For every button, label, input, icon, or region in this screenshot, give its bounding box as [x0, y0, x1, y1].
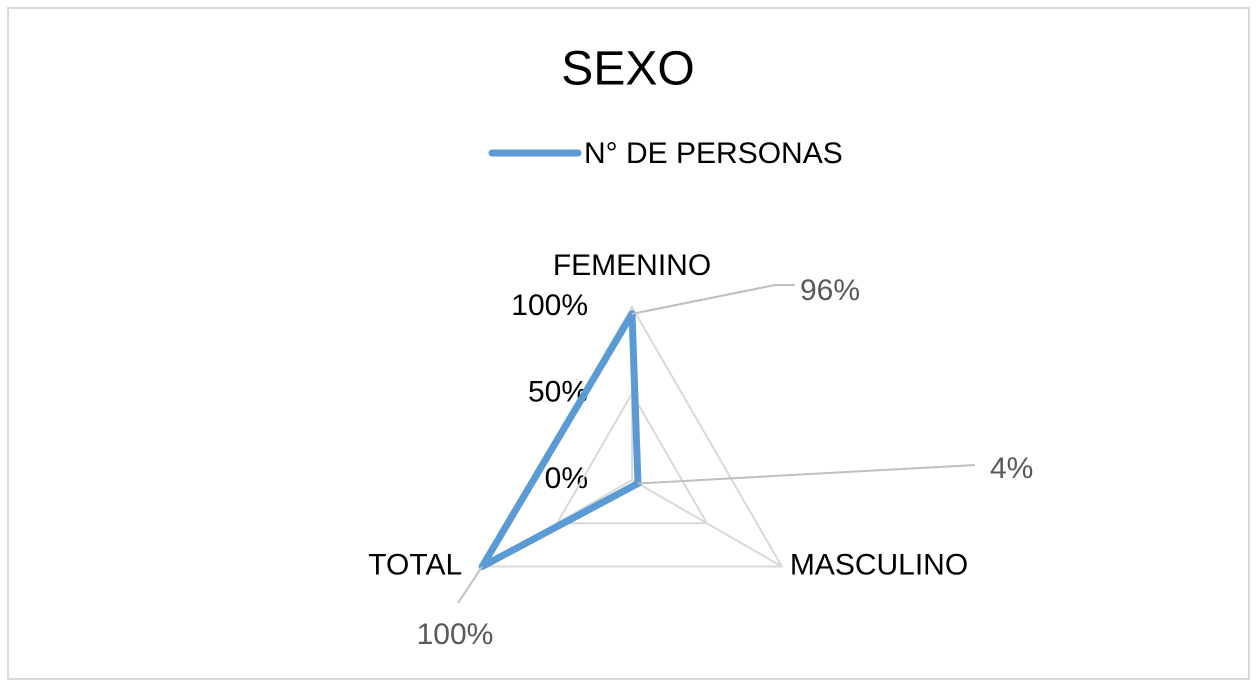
legend-label: N° DE PERSONAS — [584, 137, 843, 170]
data-label: 4% — [990, 452, 1033, 485]
chart-frame — [7, 7, 1250, 680]
r-tick-label: 100% — [511, 289, 588, 322]
r-tick-label: 0% — [545, 462, 588, 495]
leader-line — [637, 464, 976, 485]
category-label: MASCULINO — [790, 548, 968, 581]
category-label: TOTAL — [368, 548, 462, 581]
grid-ring — [555, 391, 709, 525]
data-label: 100% — [417, 618, 494, 651]
chart-title: SEXO — [561, 43, 694, 96]
data-label: 96% — [800, 274, 860, 307]
category-label: FEMENINO — [553, 249, 711, 282]
spoke — [631, 479, 783, 568]
leader-line — [457, 565, 484, 604]
leader-line — [631, 284, 795, 315]
series-line — [478, 310, 642, 570]
